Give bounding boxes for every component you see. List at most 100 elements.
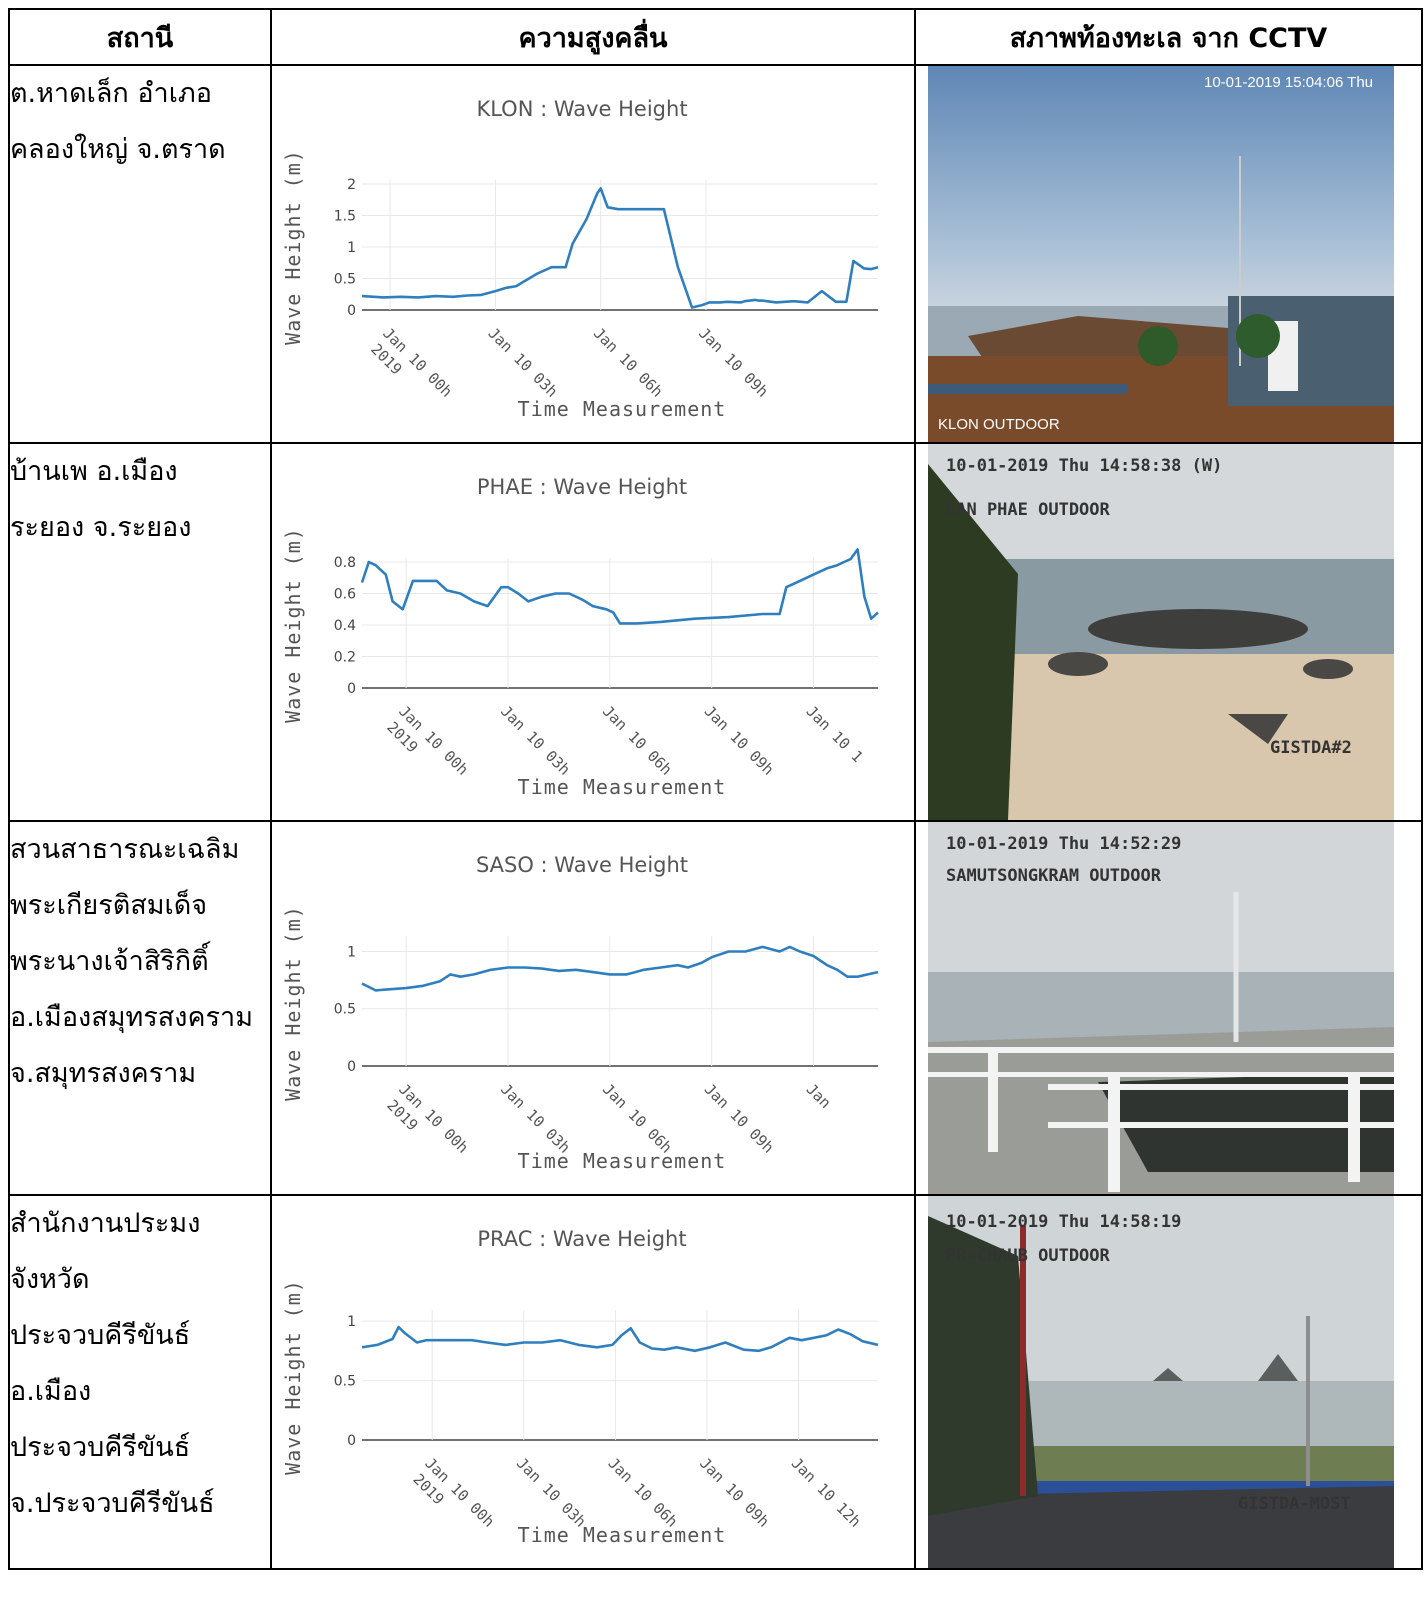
cctv-camera-label: PR-CHAUB OUTDOOR: [946, 1246, 1110, 1266]
x-tick-label: Jan 10 03h: [497, 1080, 574, 1157]
wave-chart-klon: KLON : Wave Height Wave Height (m) Time Me…: [281, 97, 879, 421]
cctv-timestamp: 10-01-2019 Thu 14:58:38 (W): [946, 456, 1223, 476]
x-tick-label: Jan 10 12h: [788, 1454, 865, 1531]
station-name-line: ประจวบคีรีขันธ์: [10, 1320, 191, 1351]
station-name-line: ต.หาดเล็ก อำเภอ: [10, 78, 212, 109]
station-name-line: จังหวัด: [10, 1264, 90, 1295]
y-tick-label: 0.5: [334, 1002, 356, 1018]
wave-height-line: [361, 1325, 879, 1353]
coastal-scene-picture: [928, 66, 1394, 442]
header-cctv: สภาพท้องทะเล จาก CCTV: [914, 8, 1423, 66]
cctv-camera-label: SAMUTSONGKRAM OUTDOOR: [946, 866, 1161, 886]
table-row: สวนสาธารณะเฉลิม พระเกียรติสมเด็จ พระนางเ…: [8, 820, 1423, 1196]
y-axis-label: Wave Height (m): [281, 149, 305, 345]
y-tick-label: 2: [347, 177, 356, 193]
y-axis-label: Wave Height (m): [281, 527, 305, 723]
header-station: สถานี: [8, 8, 272, 66]
station-cell: ต.หาดเล็ก อำเภอ คลองใหญ่ จ.ตราด: [8, 64, 272, 444]
x-tick-label: Jan 10 03h: [485, 324, 562, 401]
station-name-line: ประจวบคีรีขันธ์: [10, 1432, 191, 1463]
chart-cell: PHAE : Wave Height Wave Height (m) Time Me…: [270, 442, 916, 822]
x-tick-label: Jan 10 03h: [513, 1454, 590, 1531]
y-tick-label: 0.5: [334, 272, 356, 288]
wave-chart-prac: PRAC : Wave Height Wave Height (m) Time Me…: [281, 1227, 879, 1547]
chart-title: SASO : Wave Height: [476, 853, 688, 877]
wave-station-table: สถานี ความสูงคลื่น สภาพท้องทะเล จาก CCTV…: [8, 8, 1423, 1570]
beach-rocks-picture: [928, 444, 1394, 820]
cctv-timestamp: 10-01-2019 Thu 14:52:29: [946, 834, 1182, 854]
chart-cell: PRAC : Wave Height Wave Height (m) Time Me…: [270, 1194, 916, 1570]
pier-railing-picture: [928, 822, 1394, 1194]
station-name-line: ระยอง จ.ระยอง: [10, 512, 192, 543]
x-axis-label: Time Measurement: [518, 775, 727, 799]
station-name-line: พระนางเจ้าสิริกิติ์: [10, 946, 209, 977]
y-tick-label: 0: [347, 1433, 356, 1449]
station-name-line: บ้านเพ อ.เมือง: [10, 456, 178, 487]
x-tick-label: Jan 10 06h: [599, 1080, 676, 1157]
cctv-camera-label: KLON OUTDOOR: [938, 416, 1060, 433]
table-header-row: สถานี ความสูงคลื่น สภาพท้องทะเล จาก CCTV: [8, 8, 1423, 66]
cctv-image-samutsongkram: 10-01-2019 Thu 14:52:29 SAMUTSONGKRAM OU…: [928, 822, 1409, 1194]
y-axis-label: Wave Height (m): [281, 1279, 305, 1475]
x-tick-label: Jan 10 06h: [599, 702, 676, 779]
x-axis-label: Time Measurement: [518, 1149, 727, 1173]
station-name-line: จ.สมุทรสงคราม: [10, 1058, 197, 1089]
y-tick-label: 0: [347, 681, 356, 697]
x-axis-label: Time Measurement: [518, 397, 727, 421]
station-cell: บ้านเพ อ.เมือง ระยอง จ.ระยอง: [8, 442, 272, 822]
station-name-line: คลองใหญ่ จ.ตราด: [10, 134, 226, 165]
cctv-camera-label: BAN PHAE OUTDOOR: [946, 500, 1110, 520]
cctv-cell: 10-01-2019 Thu 14:58:38 (W) BAN PHAE OUT…: [914, 442, 1423, 822]
station-name-line: สวนสาธารณะเฉลิม: [10, 834, 240, 865]
chart-title: KLON : Wave Height: [476, 97, 687, 121]
cctv-image-klon: 10-01-2019 15:04:06 Thu KLON OUTDOOR: [928, 66, 1409, 442]
x-tick-label: Jan 10 1: [803, 702, 867, 766]
chart-cell: KLON : Wave Height Wave Height (m) Time Me…: [270, 64, 916, 444]
cctv-source-tag: GISTDA-MOST: [1238, 1494, 1351, 1514]
y-tick-label: 1: [347, 1314, 356, 1330]
cctv-timestamp: 10-01-2019 15:04:06 Thu: [1204, 74, 1374, 91]
wave-height-line: [361, 187, 879, 309]
chart-title: PHAE : Wave Height: [477, 475, 687, 499]
cctv-cell: 10-01-2019 Thu 14:58:19 PR-CHAUB OUTDOOR…: [914, 1194, 1423, 1570]
x-tick-label: Jan 10 09h: [701, 702, 778, 779]
y-tick-label: 1: [347, 240, 356, 256]
y-tick-label: 0.8: [334, 555, 356, 571]
y-tick-label: 0.5: [334, 1374, 356, 1390]
station-name-line: จ.ประจวบคีรีขันธ์: [10, 1488, 215, 1519]
station-name-line: สำนักงานประมง: [10, 1208, 201, 1239]
header-wave-height: ความสูงคลื่น: [270, 8, 916, 66]
y-tick-label: 1: [347, 944, 356, 960]
station-cell: สำนักงานประมง จังหวัด ประจวบคีรีขันธ์ อ.…: [8, 1194, 272, 1570]
cctv-cell: 10-01-2019 15:04:06 Thu KLON OUTDOOR: [914, 64, 1423, 444]
y-tick-label: 0.4: [334, 618, 356, 634]
wave-chart-phae: PHAE : Wave Height Wave Height (m) Time Me…: [281, 475, 879, 799]
wave-height-line: [361, 945, 879, 992]
y-tick-label: 1.5: [334, 209, 356, 225]
y-tick-label: 0.6: [334, 587, 356, 603]
y-tick-label: 0: [347, 1059, 356, 1075]
station-name-line: พระเกียรติสมเด็จ: [10, 890, 208, 921]
table-row: ต.หาดเล็ก อำเภอ คลองใหญ่ จ.ตราด KLON : W…: [8, 64, 1423, 444]
y-tick-label: 0.2: [334, 650, 356, 666]
chart-cell: SASO : Wave Height Wave Height (m) Time Me…: [270, 820, 916, 1196]
cctv-cell: 10-01-2019 Thu 14:52:29 SAMUTSONGKRAM OU…: [914, 820, 1423, 1196]
x-tick-label: Jan 10 09h: [696, 1454, 773, 1531]
station-cell: สวนสาธารณะเฉลิม พระเกียรติสมเด็จ พระนางเ…: [8, 820, 272, 1196]
wave-chart-saso: SASO : Wave Height Wave Height (m) Time Me…: [281, 853, 879, 1173]
x-tick-label: Jan 10 06h: [605, 1454, 682, 1531]
x-tick-label: Jan 10 09h: [695, 324, 772, 401]
bay-road-picture: [928, 1196, 1394, 1568]
chart-title: PRAC : Wave Height: [477, 1227, 686, 1251]
x-axis-label: Time Measurement: [518, 1523, 727, 1547]
cctv-image-prachuap: 10-01-2019 Thu 14:58:19 PR-CHAUB OUTDOOR…: [928, 1196, 1409, 1568]
cctv-source-tag: GISTDA#2: [1270, 738, 1352, 758]
station-name-line: อ.เมือง: [10, 1376, 92, 1407]
cctv-timestamp: 10-01-2019 Thu 14:58:19: [946, 1212, 1182, 1232]
cctv-image-ban-phae: 10-01-2019 Thu 14:58:38 (W) BAN PHAE OUT…: [928, 444, 1409, 820]
x-tick-label: Jan 10 06h: [590, 324, 667, 401]
wave-height-line: [360, 548, 879, 625]
y-tick-label: 0: [347, 303, 356, 319]
x-tick-label: Jan 10 03h: [497, 702, 574, 779]
x-tick-label: Jan 10 09h: [701, 1080, 778, 1157]
